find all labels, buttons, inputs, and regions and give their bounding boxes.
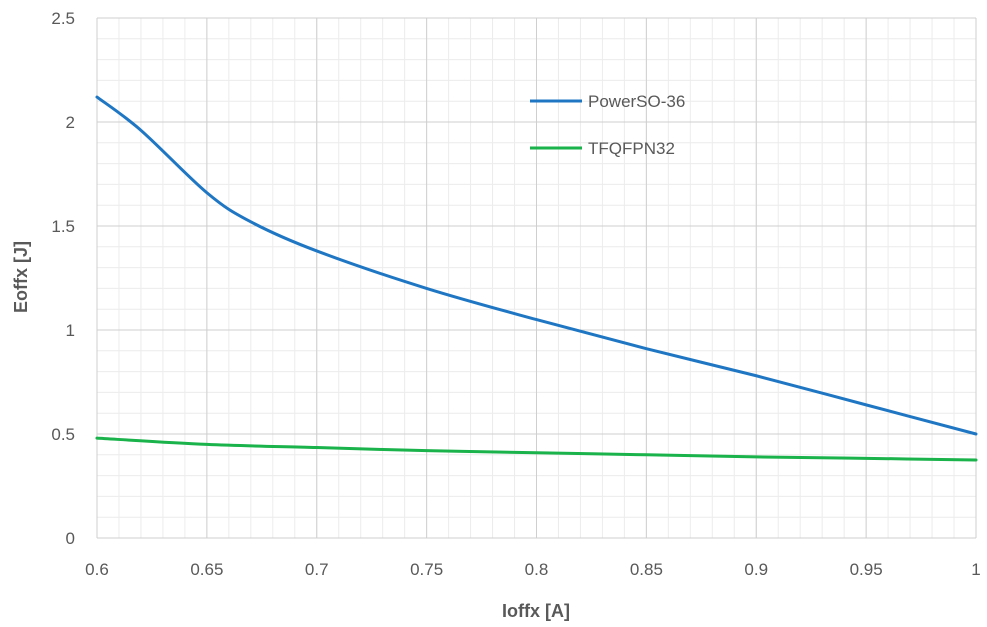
x-tick-label: 0.8 bbox=[525, 560, 549, 579]
x-tick-label: 0.75 bbox=[410, 560, 443, 579]
y-tick-label: 0 bbox=[66, 529, 75, 548]
y-tick-label: 1.5 bbox=[51, 217, 75, 236]
x-tick-label: 1 bbox=[971, 560, 980, 579]
legend-label-powerso-36: PowerSO-36 bbox=[588, 92, 685, 111]
y-axis-title: Eoffx [J] bbox=[11, 241, 31, 313]
y-tick-labels: 0 0.5 1 1.5 2 2.5 bbox=[51, 9, 75, 548]
series-layer bbox=[95, 95, 978, 462]
x-tick-label: 0.65 bbox=[190, 560, 223, 579]
x-tick-label: 0.7 bbox=[305, 560, 329, 579]
x-tick-labels: 0.6 0.65 0.7 0.75 0.8 0.85 0.9 0.95 1 bbox=[85, 560, 981, 579]
legend: PowerSO-36 TFQFPN32 bbox=[530, 92, 685, 158]
series-line-tfqfpn32 bbox=[95, 436, 978, 462]
y-tick-label: 2.5 bbox=[51, 9, 75, 28]
legend-label-tfqfpn32: TFQFPN32 bbox=[588, 139, 675, 158]
x-axis-title: Ioffx [A] bbox=[502, 601, 570, 621]
series-line-powerso-36 bbox=[95, 95, 978, 436]
x-tick-label: 0.9 bbox=[744, 560, 768, 579]
y-tick-label: 2 bbox=[66, 113, 75, 132]
x-tick-label: 0.85 bbox=[630, 560, 663, 579]
x-tick-label: 0.6 bbox=[85, 560, 109, 579]
major-grid bbox=[96, 17, 977, 539]
x-tick-label: 0.95 bbox=[850, 560, 883, 579]
y-tick-label: 0.5 bbox=[51, 425, 75, 444]
y-tick-label: 1 bbox=[66, 321, 75, 340]
